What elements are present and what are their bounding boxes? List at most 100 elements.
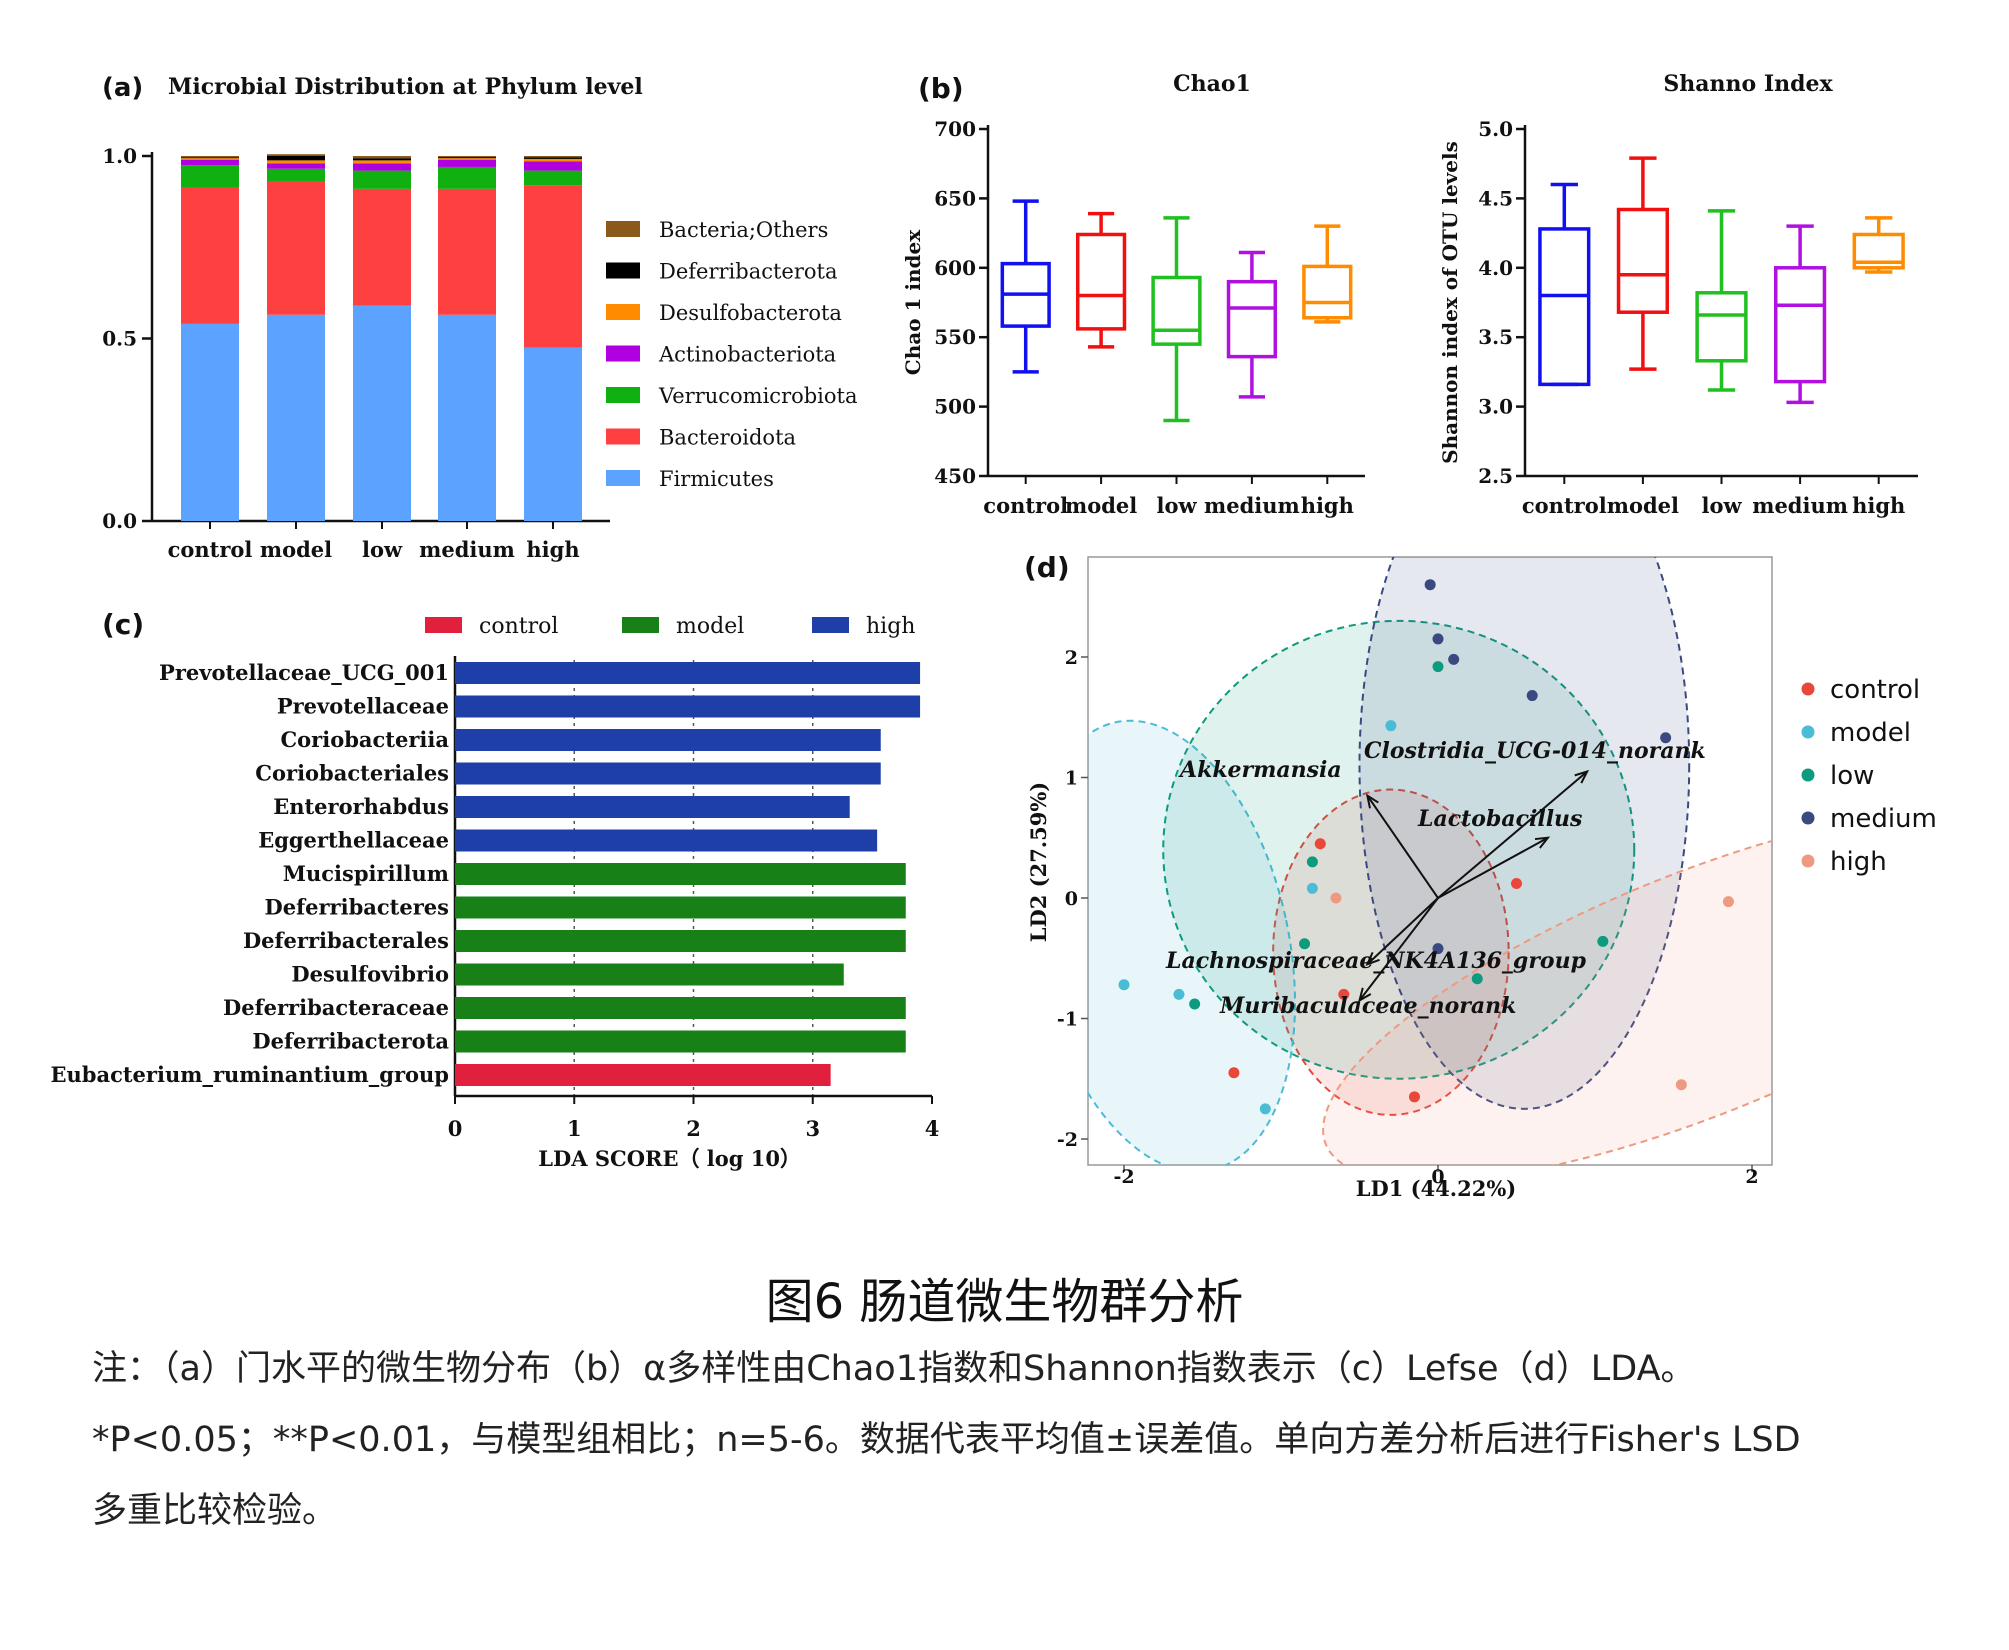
figure-note-line-2: *P<0.05；**P<0.01，与模型组相比；n=5-6。数据代表平均值±误差… — [92, 1420, 1801, 1460]
figure-caption-title: 图6 肠道微生物群分析 — [765, 1274, 1244, 1330]
c-bar-coriobacteriales — [455, 762, 881, 785]
shannon-x-tick-label: model — [1607, 493, 1679, 518]
d-y-tick-label: 0 — [1065, 888, 1078, 910]
a-x-tick-label: control — [168, 537, 253, 562]
a-bar-segment — [267, 168, 325, 182]
a-legend-swatch — [606, 304, 640, 320]
d-point-high — [1675, 1079, 1687, 1091]
chao1-x-tick-label: high — [1301, 493, 1354, 518]
chao1-x-tick-label: control — [983, 493, 1068, 518]
a-bar-segment — [267, 181, 325, 315]
panel-b: (b) Chao1 Shanno Index 450 500 550 600 650 70… — [901, 71, 1918, 518]
d-arrow-head — [1357, 987, 1372, 1003]
c-bar-label: Prevotellaceae_UCG_001 — [159, 660, 449, 685]
chao1-box — [1075, 232, 1127, 331]
a-bar-segment — [438, 159, 496, 167]
c-bar-prevotellaceae — [455, 695, 921, 718]
d-point-low — [1597, 935, 1609, 947]
c-bar-label: Eubacterium_ruminantium_group — [51, 1062, 450, 1087]
c-legend-label: model — [676, 614, 744, 639]
d-point-model — [1306, 882, 1318, 894]
a-bar-segment — [438, 156, 496, 158]
chao1-box — [1302, 264, 1353, 320]
d-point-control — [1511, 878, 1522, 890]
d-legend-marker — [1801, 768, 1815, 782]
a-bar-segment — [353, 158, 411, 161]
d-legend-label: control — [1830, 675, 1920, 705]
a-bar-segment — [524, 157, 582, 159]
a-bar-segment — [524, 347, 582, 521]
chao1-y-axis-label: Chao 1 index — [901, 229, 925, 375]
chao1-y-tick-label: 450 — [934, 464, 976, 488]
a-x-tick-label: medium — [419, 537, 515, 562]
c-legend-swatch — [425, 617, 462, 633]
d-point-medium — [1660, 732, 1672, 744]
c-x-tick-label: 4 — [925, 1116, 940, 1141]
a-legend-label: Desulfobacterota — [659, 301, 842, 325]
d-point-model — [1385, 720, 1397, 732]
c-bar-label: Coriobacteriia — [280, 727, 449, 752]
a-bar-segment — [267, 160, 325, 164]
a-legend-swatch — [606, 345, 640, 362]
c-x-tick-label: 0 — [448, 1116, 463, 1141]
a-legend-label: Verrucomicrobiota — [658, 384, 858, 408]
c-legend-label: control — [479, 614, 558, 639]
chart-shannon-title: Shanno Index — [1663, 71, 1833, 97]
chao1-x-tick-label: model — [1065, 493, 1137, 518]
a-bar-segment — [438, 157, 496, 159]
shannon-y-tick-label: 2.5 — [1478, 464, 1513, 488]
c-bar-label: Deferribacterales — [243, 928, 449, 953]
a-bar-segment — [353, 156, 411, 159]
c-bar-eubacterium-ruminantium-group — [455, 1064, 831, 1086]
figure-note-line-3: 多重比较检验。 — [92, 1491, 338, 1531]
panel-d-letter: (d) — [1024, 551, 1070, 584]
d-point-model — [1173, 988, 1185, 1000]
d-y-tick-label: -2 — [1057, 1129, 1078, 1151]
chart-a-title: Microbial Distribution at Phylum level — [168, 74, 643, 100]
a-bar-segment — [267, 163, 325, 169]
d-ellipse-high — [1322, 806, 1772, 1165]
a-legend-label: Bacteria;Others — [659, 218, 828, 242]
chao1-y-tick-label: 650 — [934, 186, 976, 210]
d-point-control — [1408, 1091, 1420, 1103]
d-point-model — [1056, 943, 1067, 954]
c-bar-label: Eggerthellaceae — [258, 828, 449, 853]
a-legend-label: Firmicutes — [659, 467, 774, 491]
d-arrow-label: Akkermansia — [1178, 757, 1342, 783]
c-bar-coriobacteriia — [455, 729, 881, 751]
d-plot-area — [1087, 556, 1773, 1166]
d-legend-label: model — [1830, 718, 1911, 748]
a-bar-segment — [524, 158, 582, 162]
d-point-low — [1432, 661, 1444, 673]
chao1-x-tick-label: medium — [1204, 493, 1300, 518]
d-point-medium — [1526, 690, 1538, 702]
a-bar-segment — [267, 156, 325, 161]
d-legend-label: medium — [1830, 804, 1937, 834]
a-bar-segment — [524, 185, 582, 348]
d-point-control — [1228, 1067, 1240, 1079]
shannon-box — [1616, 207, 1670, 314]
c-x-tick-label: 3 — [805, 1116, 820, 1141]
a-bar-segment — [353, 305, 411, 521]
d-legend-marker — [1801, 725, 1815, 739]
chao1-y-tick-label: 500 — [934, 395, 976, 419]
shannon-box — [1852, 232, 1905, 270]
d-x-tick-label: 0 — [1431, 1166, 1444, 1188]
a-x-tick-label: high — [526, 537, 579, 562]
shannon-y-tick-label: 4.5 — [1478, 186, 1513, 210]
d-x-tick-label: 2 — [1745, 1166, 1758, 1188]
d-point-medium — [1448, 653, 1460, 665]
shannon-y-axis-label: Shannon index of OTU levels — [1438, 141, 1462, 464]
chao1-box — [1226, 279, 1278, 359]
d-arrow — [1366, 795, 1439, 899]
shannon-x-tick-label: control — [1522, 493, 1607, 518]
d-ellipse-medium — [1358, 557, 1691, 1110]
c-bar-deferribacterales — [455, 930, 906, 952]
panel-a-letter: (a) — [102, 73, 143, 103]
a-legend-swatch — [606, 470, 640, 486]
a-legend-label: Deferribacterota — [659, 260, 838, 284]
a-bar-segment — [353, 188, 411, 306]
c-bar-deferribacterota — [455, 1030, 906, 1053]
c-bar-enterorhabdus — [455, 796, 850, 818]
